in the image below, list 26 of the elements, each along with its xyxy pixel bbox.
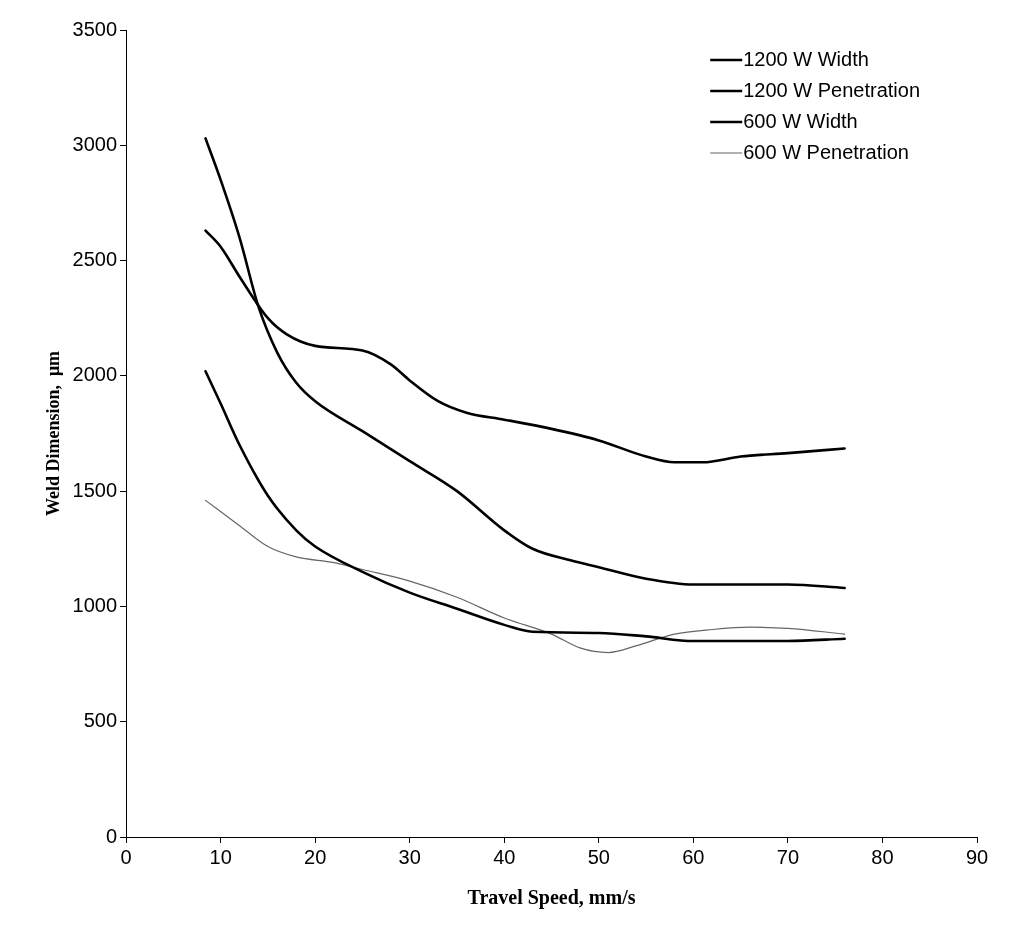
x-tick-label: 0 (120, 845, 132, 868)
y-tick-label: 2000 (72, 363, 118, 386)
x-axis-title: Travel Speed, mm/s (467, 886, 636, 910)
y-tick-label: 3000 (72, 132, 118, 155)
x-tick-label: 80 (871, 845, 894, 868)
legend-label: 600 W Width (743, 109, 858, 132)
y-tick-label: 500 (83, 709, 118, 732)
x-tick-label: 50 (587, 845, 610, 868)
x-tick-label: 20 (304, 845, 327, 868)
x-tick-label: 30 (398, 845, 421, 868)
line-series (204, 369, 846, 643)
x-tick-label: 90 (965, 845, 989, 868)
y-tick-label: 1500 (72, 478, 118, 501)
y-tick-label: 0 (105, 824, 118, 847)
y-tick-label: 3500 (72, 17, 118, 40)
y-tick-label: 2500 (72, 248, 118, 271)
legend-label: 1200 W Width (743, 47, 869, 70)
legend-label: 1200 W Penetration (743, 78, 920, 101)
x-tick-label: 70 (776, 845, 800, 868)
legend-label: 600 W Penetration (743, 140, 909, 163)
line-series (204, 499, 846, 654)
y-axis-title: Weld Dimension, μm (43, 350, 64, 517)
x-tick-label: 60 (682, 845, 705, 868)
x-tick-label: 10 (209, 845, 232, 868)
x-tick-label: 40 (493, 845, 516, 868)
y-tick-label: 1000 (72, 593, 118, 616)
